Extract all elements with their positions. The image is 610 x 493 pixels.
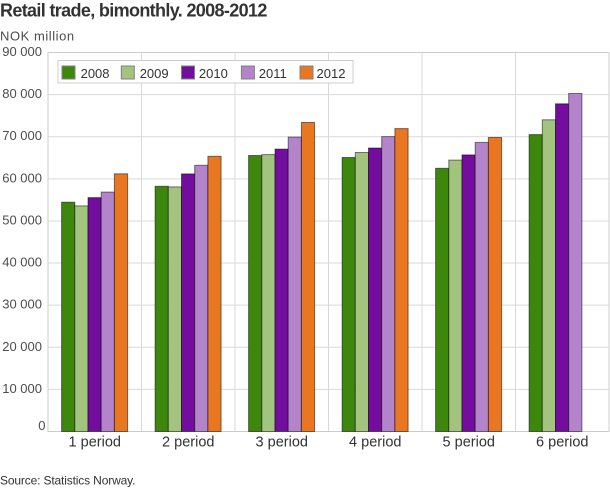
svg-text:Source: Statistics Norway.: Source: Statistics Norway. bbox=[0, 473, 135, 487]
svg-text:50 000: 50 000 bbox=[2, 212, 42, 227]
svg-text:0: 0 bbox=[38, 418, 45, 433]
svg-text:2009: 2009 bbox=[140, 66, 169, 81]
svg-text:70 000: 70 000 bbox=[2, 128, 42, 143]
svg-text:NOK million: NOK million bbox=[0, 28, 75, 43]
svg-text:30 000: 30 000 bbox=[2, 297, 42, 312]
svg-text:80 000: 80 000 bbox=[2, 86, 42, 101]
svg-text:Retail trade, bimonthly. 2008-: Retail trade, bimonthly. 2008-2012 bbox=[0, 1, 267, 21]
svg-text:4 period: 4 period bbox=[349, 434, 401, 450]
svg-text:2010: 2010 bbox=[199, 66, 228, 81]
svg-text:2 period: 2 period bbox=[162, 434, 214, 450]
svg-text:2008: 2008 bbox=[81, 66, 110, 81]
svg-text:1 period: 1 period bbox=[69, 434, 121, 450]
svg-text:90 000: 90 000 bbox=[2, 44, 42, 59]
svg-text:20 000: 20 000 bbox=[2, 339, 42, 354]
svg-text:2012: 2012 bbox=[317, 66, 346, 81]
svg-text:60 000: 60 000 bbox=[2, 170, 42, 185]
svg-text:6 period: 6 period bbox=[536, 434, 588, 450]
svg-text:10 000: 10 000 bbox=[2, 381, 42, 396]
svg-text:2011: 2011 bbox=[259, 66, 287, 81]
svg-text:40 000: 40 000 bbox=[2, 255, 42, 270]
svg-text:5 period: 5 period bbox=[443, 434, 495, 450]
svg-text:3 period: 3 period bbox=[256, 434, 308, 450]
